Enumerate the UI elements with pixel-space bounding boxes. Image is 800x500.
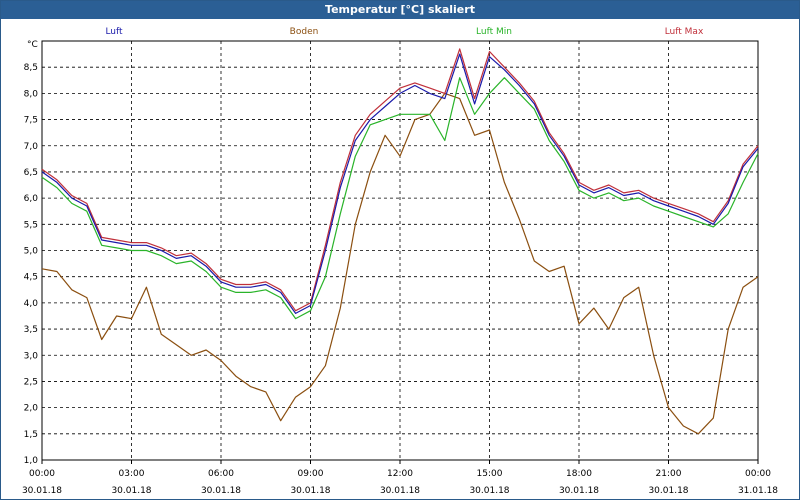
y-tick-label: 6,5 [24,168,38,178]
y-tick-label: 4,0 [24,299,39,309]
y-tick-label: 5,5 [24,220,38,230]
chart-area: 1,0 1,5 2,0 2,5 3,0 3,5 4,0 4,5 5,0 5,5 6,0 6,5 7,0 7… [22,27,778,496]
x-tick-time: 00:00 [745,469,771,479]
series-line-luft-min [41,77,759,320]
y-tick-label: 4,5 [24,273,38,283]
x-tick-time: 18:00 [566,469,592,479]
y-tick-label: 5,0 [24,247,39,257]
series-line-luft-max [41,48,759,312]
x-tick-time: 03:00 [119,469,145,479]
window-title: Temperatur [°C] skaliert [1,1,799,19]
x-tick-time: 15:00 [477,469,503,479]
series-line-boden [41,92,759,435]
y-tick-label: 2,5 [24,377,38,387]
legend-boden: Boden [290,27,319,37]
x-tick-date: 30.01.18 [469,486,509,496]
y-axis-unit: °C [27,40,38,50]
y-tick-label: 8,0 [24,89,39,99]
series-line-luft [41,53,759,314]
x-tick-date: 30.01.18 [111,486,151,496]
x-tick-date: 30.01.18 [290,486,330,496]
x-tick-date: 30.01.18 [380,486,420,496]
legend-luft: Luft [105,27,123,37]
x-tick-date: 30.01.18 [201,486,241,496]
legend-luft-max: Luft Max [665,27,704,37]
legend-luft-min: Luft Min [476,27,512,37]
x-tick-time: 06:00 [208,469,234,479]
y-tick-label: 1,5 [24,430,38,440]
x-tick-time: 00:00 [29,469,55,479]
y-tick-label: 1,0 [24,456,39,466]
y-tick-label: 2,0 [24,404,39,414]
x-tick-date: 31.01.18 [738,486,778,496]
x-tick-date: 30.01.18 [22,486,62,496]
y-tick-label: 7,5 [24,116,38,126]
y-tick-label: 7,0 [24,142,39,152]
x-tick-date: 30.01.18 [648,486,688,496]
y-tick-label: 3,5 [24,325,38,335]
x-tick-date: 30.01.18 [559,486,599,496]
y-tick-label: 3,0 [24,351,39,361]
y-tick-label: 6,0 [24,194,39,204]
x-tick-time: 21:00 [656,469,682,479]
x-tick-time: 12:00 [387,469,413,479]
x-tick-time: 09:00 [298,469,324,479]
y-tick-label: 8,5 [24,63,38,73]
